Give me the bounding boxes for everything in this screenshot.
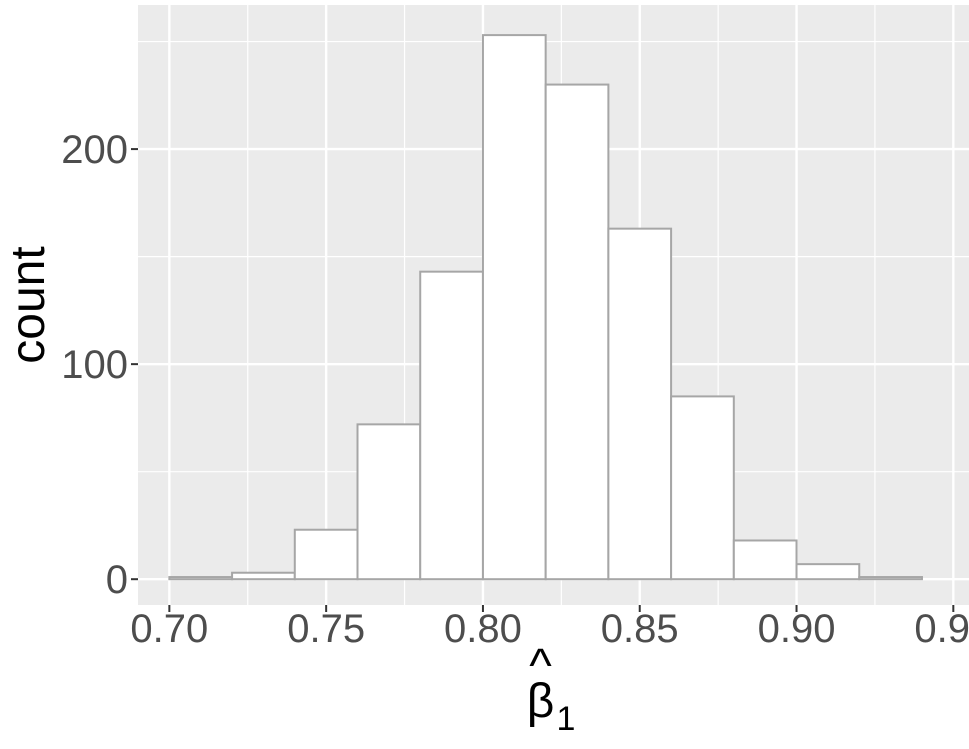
x-tick-label: 0.95 [914,607,969,651]
x-tick-label: 0.85 [601,607,679,651]
histogram-bar [607,227,673,581]
axis-ticks [131,148,955,612]
x-axis-title-base: β [527,675,555,728]
histogram-bar [795,563,861,581]
x-tick-labels: 0.70 0.75 0.80 0.85 0.90 0.95 [130,607,969,651]
x-tick-label: 0.70 [130,607,208,651]
histogram-bar [544,83,610,581]
y-tick-labels: 0 100 200 [61,128,128,602]
x-axis-title-accent: ^ [529,640,552,693]
y-axis-title: count [2,246,55,363]
x-tick-label: 0.90 [758,607,836,651]
histogram-bar [356,423,422,581]
y-tick-label: 0 [106,558,128,602]
histogram-bar [670,395,735,581]
histogram-bar [231,571,296,581]
histogram-bar [858,576,923,581]
x-tick-label: 0.75 [287,607,365,651]
histogram-bar [481,34,547,581]
histogram-bar [732,539,798,581]
y-tick-label: 100 [61,343,128,387]
histogram-bars [168,34,923,581]
y-tick-label: 200 [61,128,128,172]
x-tick-label: 0.80 [444,607,522,651]
histogram-bar [293,528,359,581]
histogram-bar [168,576,234,581]
histogram-bar [419,270,484,581]
x-axis-title: ^ β 1 [527,640,576,738]
x-axis-title-subscript: 1 [557,700,576,738]
